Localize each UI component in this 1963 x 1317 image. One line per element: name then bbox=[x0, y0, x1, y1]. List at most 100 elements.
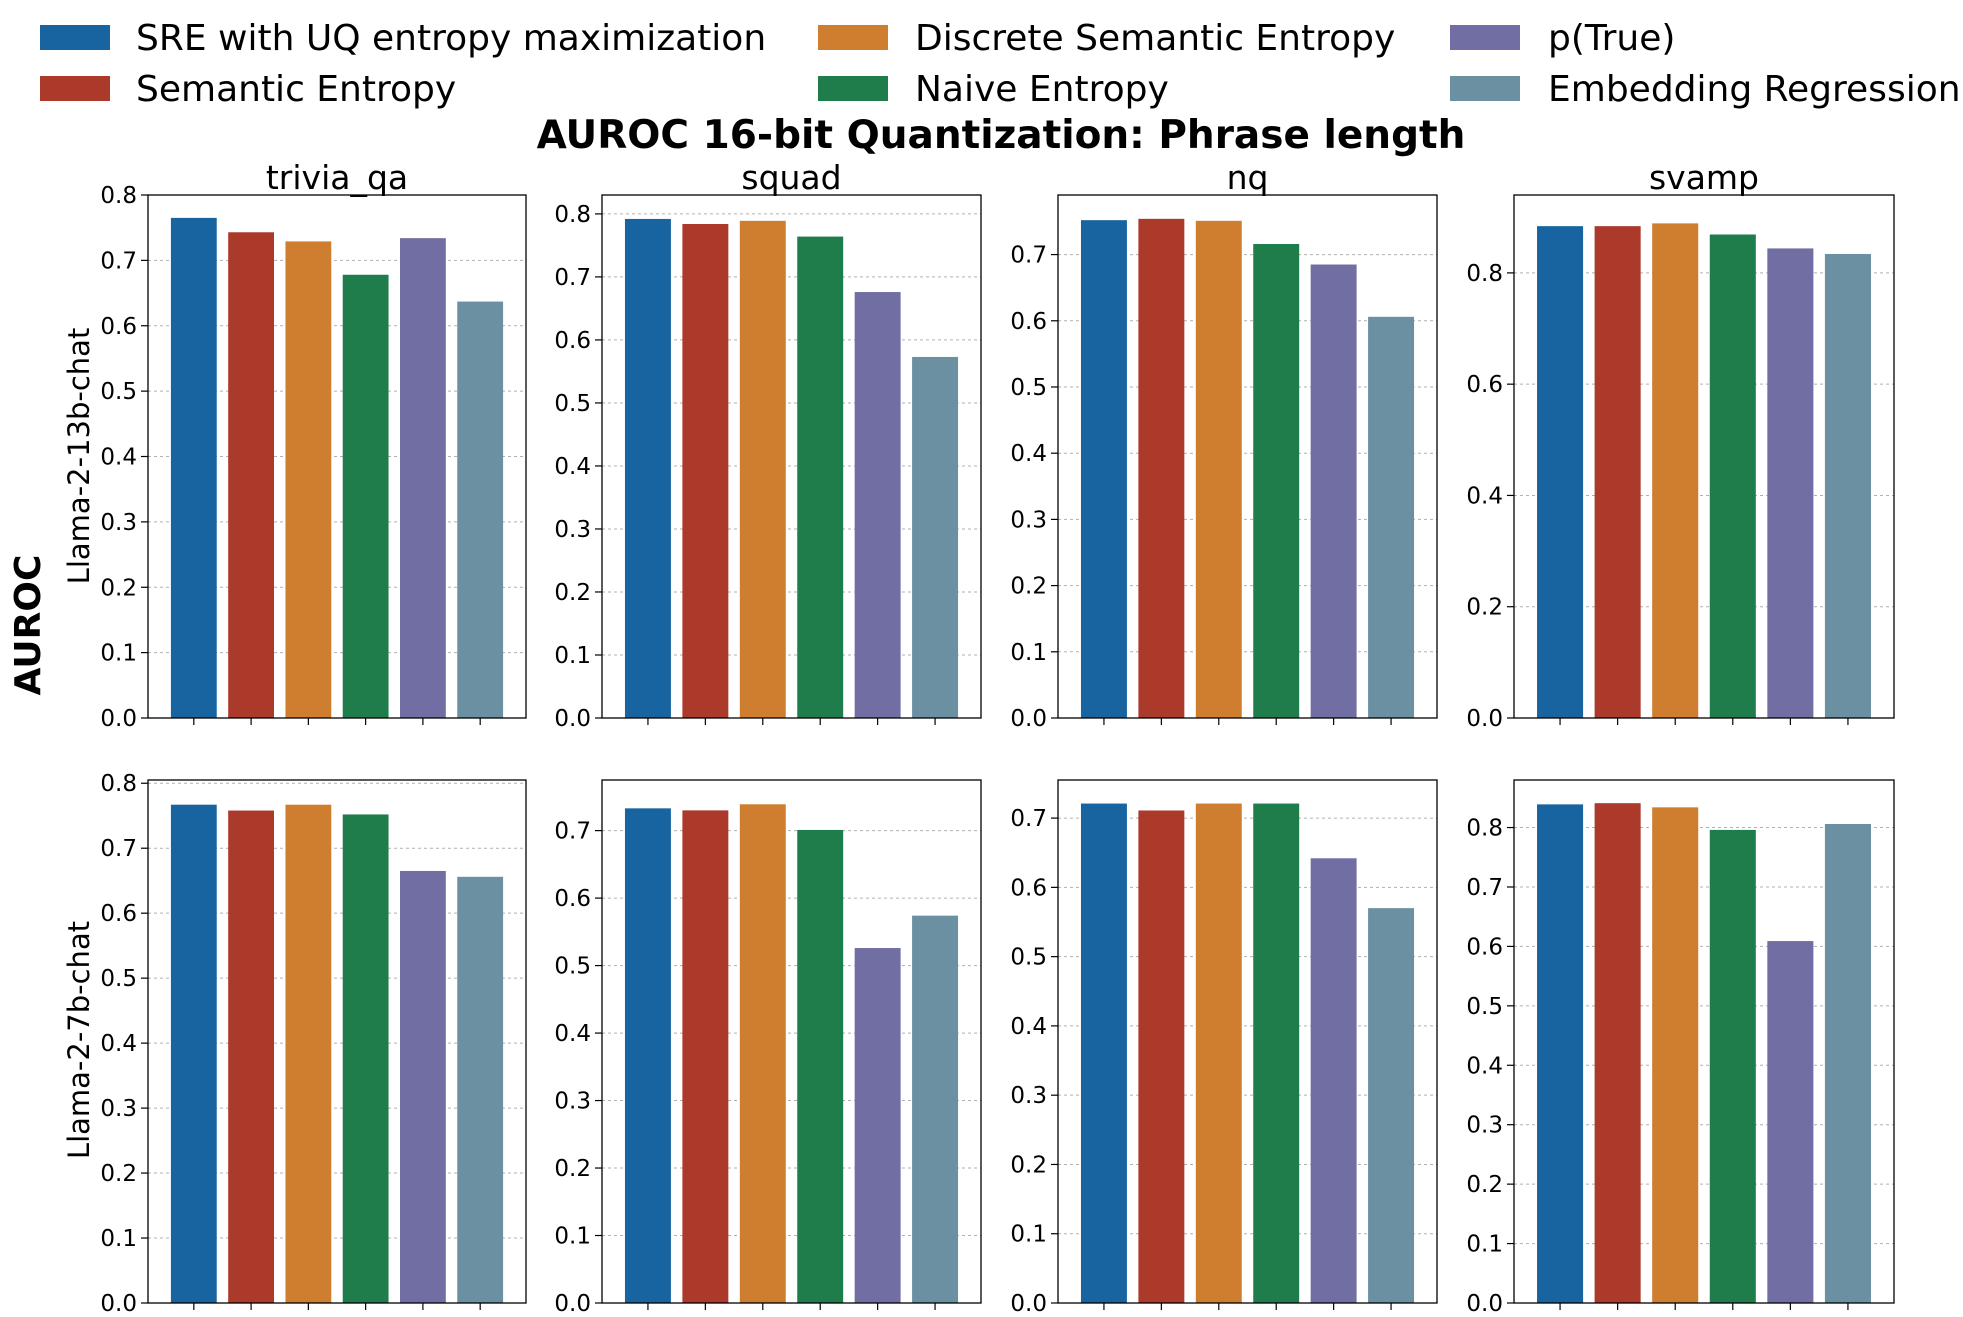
bar-embedding-regression bbox=[1368, 316, 1415, 718]
y-tick-label: 0.6 bbox=[554, 328, 591, 354]
legend-swatch-embedding-regression bbox=[1450, 76, 1520, 101]
bar-discrete-semantic-entropy bbox=[1195, 803, 1242, 1303]
bar-embedding-regression bbox=[1368, 908, 1415, 1303]
bar-ptrue bbox=[1310, 858, 1357, 1303]
legend-label-embedding-regression: Embedding Regression bbox=[1548, 69, 1961, 110]
bar-sre bbox=[1537, 226, 1584, 718]
y-tick-label: 0.0 bbox=[1466, 1291, 1503, 1317]
y-tick-label: 0.5 bbox=[1466, 994, 1503, 1020]
y-tick-label: 0.5 bbox=[100, 966, 137, 992]
y-tick-label: 0.7 bbox=[1010, 243, 1047, 269]
y-tick-label: 0.0 bbox=[100, 1291, 137, 1317]
bar-discrete-semantic-entropy bbox=[285, 804, 332, 1303]
bar-ptrue bbox=[400, 238, 446, 718]
legend-label-discrete-semantic-entropy: Discrete Semantic Entropy bbox=[915, 18, 1395, 59]
bar-ptrue bbox=[854, 292, 901, 718]
bar-naive-entropy bbox=[1709, 829, 1756, 1303]
y-tick-label: 0.0 bbox=[554, 1291, 591, 1317]
y-tick-label: 0.2 bbox=[554, 1156, 591, 1182]
legend: SRE with UQ entropy maximization Semanti… bbox=[40, 18, 1961, 110]
axes-frame bbox=[601, 194, 982, 719]
y-tick-label: 0.4 bbox=[554, 454, 591, 480]
y-tick-label: 0.6 bbox=[1010, 309, 1047, 335]
y-tick-label: 0.4 bbox=[100, 445, 137, 471]
y-tick-label: 0.0 bbox=[1010, 706, 1047, 732]
y-tick-label: 0.6 bbox=[100, 314, 137, 340]
bar-naive-entropy bbox=[342, 274, 389, 718]
y-tick-label: 0.6 bbox=[1466, 934, 1503, 960]
bar-sre bbox=[170, 804, 217, 1303]
y-tick-label: 0.3 bbox=[1466, 1113, 1503, 1139]
panel-llama-13b-svamp: 0.0 0.2 0.4 0.6 0.8 svamp bbox=[1466, 158, 1895, 732]
y-tick-label: 0.6 bbox=[1010, 875, 1047, 901]
figure-title: AUROC 16-bit Quantization: Phrase length bbox=[537, 113, 1466, 158]
y-tick-label: 0.6 bbox=[100, 901, 137, 927]
subplot-title: nq bbox=[1227, 158, 1269, 197]
y-tick-label: 0.1 bbox=[100, 641, 137, 667]
legend-swatch-discrete-semantic-entropy bbox=[818, 25, 888, 50]
y-tick-label: 0.1 bbox=[554, 643, 591, 669]
legend-swatch-sre bbox=[40, 25, 110, 50]
bar-sre bbox=[624, 218, 671, 718]
y-tick-label: 0.4 bbox=[1010, 1014, 1047, 1040]
y-tick-label: 0.0 bbox=[100, 706, 137, 732]
bar-ptrue bbox=[1767, 941, 1814, 1303]
bar-embedding-regression bbox=[912, 915, 959, 1303]
row-label-llama-2-13b-chat: Llama-2-13b-chat bbox=[62, 328, 96, 585]
subplot-title: trivia_qa bbox=[266, 158, 408, 197]
y-tick-label: 0.6 bbox=[1466, 372, 1503, 398]
y-tick-label: 0.1 bbox=[1010, 1222, 1047, 1248]
y-tick-label: 0.5 bbox=[100, 379, 137, 405]
panel-llama-13b-nq: 0.0 0.1 0.2 0.3 0.4 0.5 0.6 0.7 nq bbox=[1010, 158, 1438, 732]
legend-swatch-naive-entropy bbox=[818, 76, 888, 101]
y-tick-label: 0.4 bbox=[554, 1021, 591, 1047]
legend-label-semantic-entropy: Semantic Entropy bbox=[136, 69, 456, 110]
axes-frame bbox=[601, 779, 982, 1304]
legend-label-sre: SRE with UQ entropy maximization bbox=[136, 18, 766, 59]
y-tick-label: 0.8 bbox=[1466, 261, 1503, 287]
panel-llama-7b-svamp: 0.0 0.1 0.2 0.3 0.4 0.5 0.6 0.7 0.8 bbox=[1466, 779, 1895, 1317]
bar-semantic-entropy bbox=[228, 810, 274, 1303]
y-tick-label: 0.0 bbox=[554, 706, 591, 732]
y-tick-label: 0.5 bbox=[1010, 945, 1047, 971]
y-tick-label: 0.2 bbox=[1010, 574, 1047, 600]
y-tick-label: 0.8 bbox=[100, 771, 137, 797]
axes-frame bbox=[1057, 194, 1438, 719]
bar-discrete-semantic-entropy bbox=[739, 220, 786, 718]
y-tick-label: 0.0 bbox=[1466, 706, 1503, 732]
bar-semantic-entropy bbox=[1138, 810, 1185, 1303]
y-tick-label: 0.1 bbox=[1010, 640, 1047, 666]
legend-label-naive-entropy: Naive Entropy bbox=[915, 69, 1169, 110]
y-tick-label: 0.4 bbox=[1010, 441, 1047, 467]
panel-llama-7b-squad: 0.0 0.1 0.2 0.3 0.4 0.5 0.6 0.7 bbox=[554, 779, 982, 1317]
y-tick-label: 0.7 bbox=[100, 248, 137, 274]
bar-sre bbox=[1080, 803, 1127, 1303]
bar-discrete-semantic-entropy bbox=[285, 241, 332, 718]
panel-llama-13b-trivia-qa: 0.0 0.1 0.2 0.3 0.4 0.5 0.6 0.7 0.8 trivia_qa bbox=[100, 158, 527, 732]
bar-embedding-regression bbox=[457, 301, 504, 718]
bar-naive-entropy bbox=[1253, 243, 1300, 718]
bar-naive-entropy bbox=[797, 829, 844, 1303]
bar-sre bbox=[1537, 804, 1584, 1303]
y-tick-label: 0.3 bbox=[100, 1096, 137, 1122]
y-tick-label: 0.7 bbox=[1466, 875, 1503, 901]
y-tick-label: 0.5 bbox=[554, 954, 591, 980]
legend-swatch-ptrue bbox=[1450, 25, 1520, 50]
y-tick-label: 0.3 bbox=[554, 517, 591, 543]
bar-semantic-entropy bbox=[682, 810, 729, 1303]
y-tick-label: 0.3 bbox=[1010, 1083, 1047, 1109]
y-tick-label: 0.2 bbox=[1010, 1152, 1047, 1178]
y-tick-label: 0.3 bbox=[100, 510, 137, 536]
row-label-llama-2-7b-chat: Llama-2-7b-chat bbox=[62, 921, 96, 1159]
axes-frame bbox=[147, 779, 527, 1304]
y-tick-label: 0.4 bbox=[100, 1031, 137, 1057]
bar-embedding-regression bbox=[912, 356, 959, 718]
axes-frame bbox=[1513, 779, 1895, 1304]
subplot-title: squad bbox=[741, 158, 841, 197]
legend-swatch-semantic-entropy bbox=[40, 76, 110, 101]
axes-frame bbox=[1057, 779, 1438, 1304]
y-tick-label: 0.7 bbox=[100, 836, 137, 862]
bar-discrete-semantic-entropy bbox=[1652, 807, 1699, 1303]
bar-semantic-entropy bbox=[228, 232, 274, 719]
